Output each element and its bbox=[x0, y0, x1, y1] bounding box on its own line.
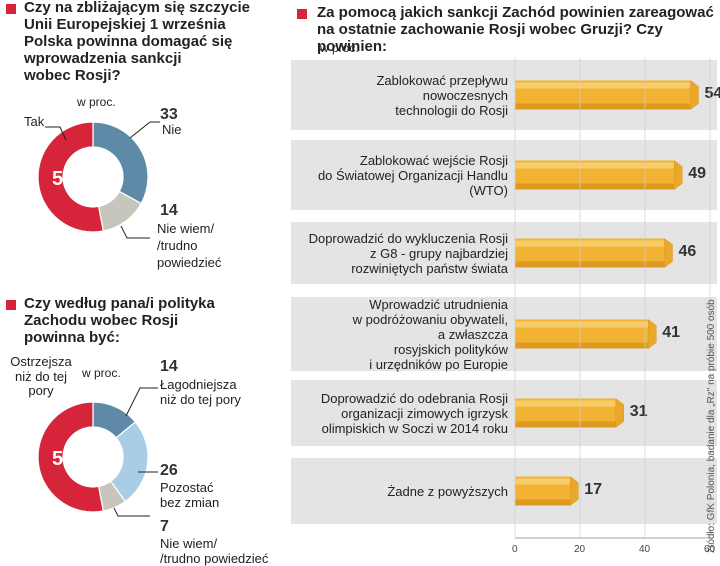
bar-end-cap bbox=[691, 81, 699, 110]
bar-3d bbox=[515, 239, 673, 268]
x-tick-label: 0 bbox=[512, 544, 518, 555]
bar-highlight bbox=[515, 401, 616, 407]
bar-end-cap bbox=[570, 477, 578, 506]
bar-end-cap bbox=[674, 161, 682, 190]
bar-shade bbox=[515, 422, 616, 428]
bar-3d bbox=[515, 320, 656, 349]
bar-3d bbox=[515, 81, 699, 110]
bar-end-cap bbox=[648, 320, 656, 349]
x-tick-label: 40 bbox=[639, 544, 650, 555]
bar-highlight bbox=[515, 83, 691, 89]
bar-3d bbox=[515, 399, 624, 428]
bar-highlight bbox=[515, 322, 648, 328]
bar-shade bbox=[515, 184, 674, 190]
bar-shade bbox=[515, 343, 648, 349]
bar-highlight bbox=[515, 241, 665, 247]
bar-end-cap bbox=[616, 399, 624, 428]
bar-highlight bbox=[515, 163, 674, 169]
source-note: źródło: GfK Polonia, badanie dla „Rz" na… bbox=[706, 299, 717, 553]
bar-highlight bbox=[515, 479, 570, 485]
bar-3d bbox=[515, 161, 682, 190]
bar-end-cap bbox=[665, 239, 673, 268]
x-tick-label: 20 bbox=[574, 544, 585, 555]
bar-shade bbox=[515, 104, 691, 110]
bar-shade bbox=[515, 262, 665, 268]
bar-shade bbox=[515, 500, 570, 506]
bar-3d bbox=[515, 477, 578, 506]
